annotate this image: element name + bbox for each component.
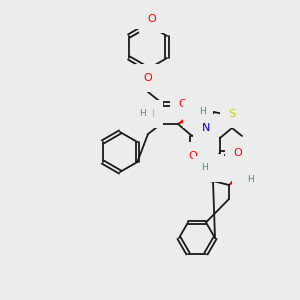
Text: O: O — [178, 99, 188, 109]
Text: O: O — [148, 14, 156, 24]
Text: H: H — [199, 106, 206, 116]
Text: O: O — [144, 73, 152, 83]
Text: O: O — [241, 172, 249, 182]
Text: O: O — [189, 151, 197, 161]
Polygon shape — [178, 114, 193, 124]
Text: H: H — [201, 164, 207, 172]
Text: N: N — [202, 123, 210, 133]
Text: H: H — [248, 176, 254, 184]
Text: O: O — [234, 148, 242, 158]
Text: H: H — [139, 110, 145, 118]
Polygon shape — [229, 175, 241, 185]
Text: N: N — [146, 109, 154, 119]
Text: N: N — [207, 163, 215, 173]
Text: O: O — [192, 109, 200, 119]
Text: H: H — [141, 13, 147, 22]
Text: S: S — [228, 109, 236, 119]
